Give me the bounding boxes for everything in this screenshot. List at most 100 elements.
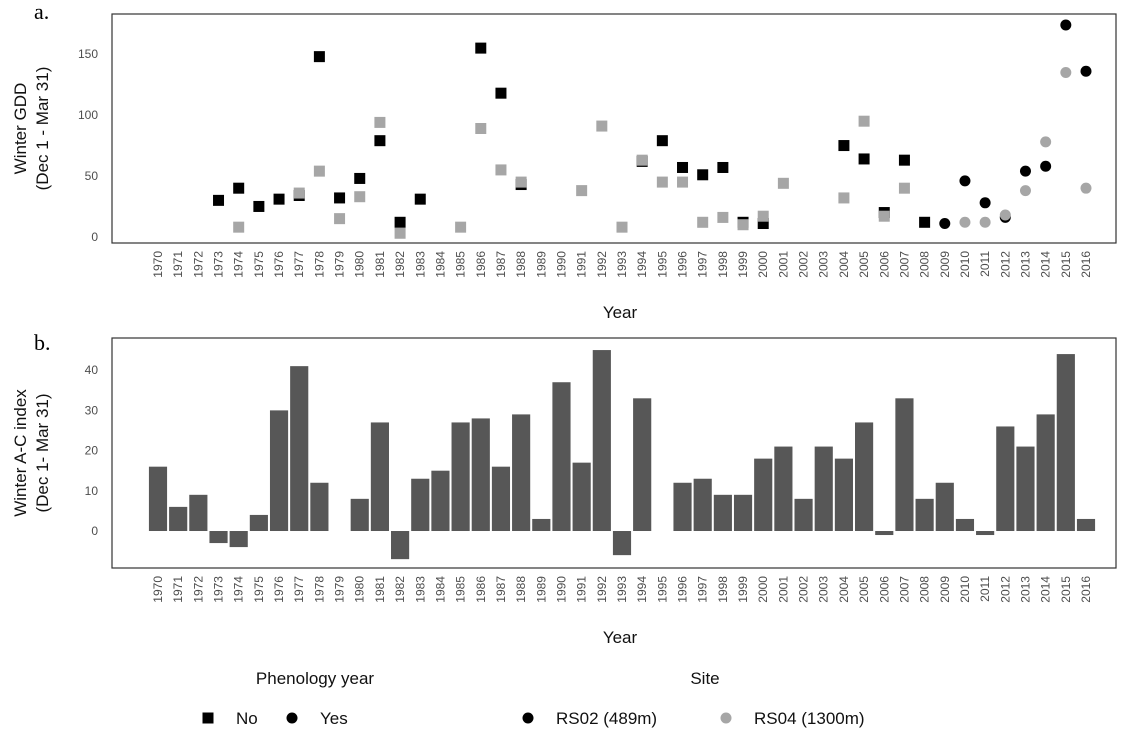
x-tick-label: 1995	[655, 251, 669, 278]
x-tick-label: 2008	[918, 251, 932, 278]
x-tick-label: 2005	[857, 576, 871, 603]
bar	[209, 531, 228, 544]
point	[475, 42, 487, 54]
x-tick-label: 2004	[837, 251, 851, 278]
point	[293, 187, 305, 199]
point	[1040, 160, 1052, 172]
point	[919, 216, 931, 228]
bar	[1056, 354, 1075, 532]
x-tick-label: 2015	[1059, 251, 1073, 278]
bar	[1036, 414, 1055, 532]
legend-label: No	[236, 709, 258, 728]
x-tick-label: 2000	[756, 251, 770, 278]
x-tick-label: 1975	[252, 576, 266, 603]
point	[636, 154, 648, 166]
bar	[693, 478, 712, 532]
point	[233, 182, 245, 194]
x-tick-label: 1982	[393, 576, 407, 603]
bar	[612, 531, 632, 556]
x-tick-label: 1992	[595, 251, 609, 278]
bar	[269, 410, 289, 532]
legend-label: RS02 (489m)	[556, 709, 657, 728]
bar	[754, 458, 773, 532]
x-tick-label: 2010	[958, 251, 972, 278]
x-tick-label: 2008	[918, 576, 932, 603]
bar	[875, 531, 894, 536]
point	[374, 116, 386, 128]
x-tick-label: 2002	[797, 251, 811, 278]
point	[1060, 19, 1072, 31]
x-tick-label: 2001	[776, 251, 790, 278]
point	[1080, 65, 1092, 77]
panel-label: a.	[34, 0, 49, 24]
x-tick-label: 2007	[897, 251, 911, 278]
point	[334, 192, 346, 204]
point	[313, 51, 325, 63]
point	[858, 153, 870, 165]
bar	[491, 466, 511, 532]
legend-swatch	[286, 712, 298, 724]
y-axis-title: (Dec 1 - Mar 31)	[33, 67, 52, 191]
x-tick-label: 1983	[413, 251, 427, 278]
x-tick-label: 1983	[413, 576, 427, 603]
y-tick-label: 20	[85, 444, 99, 458]
bar	[532, 518, 551, 532]
bar	[774, 446, 793, 532]
x-tick-label: 1990	[554, 576, 568, 603]
legend-swatch	[720, 712, 732, 724]
bar	[451, 422, 470, 532]
point	[697, 169, 709, 181]
bar	[673, 482, 692, 532]
x-tick-label: 1978	[312, 576, 326, 603]
legend-swatch	[522, 712, 534, 724]
point	[616, 221, 628, 233]
point	[596, 120, 608, 132]
x-tick-label: 1987	[494, 251, 508, 278]
x-tick-label: 1974	[232, 251, 246, 278]
x-tick-label: 2007	[897, 576, 911, 603]
panel-label: b.	[34, 330, 51, 355]
x-tick-label: 2006	[877, 251, 891, 278]
x-tick-label: 1989	[534, 251, 548, 278]
y-tick-label: 0	[91, 230, 98, 244]
x-tick-label: 1994	[635, 576, 649, 603]
point	[717, 161, 729, 173]
bar	[189, 494, 208, 532]
point	[414, 193, 426, 205]
point	[1040, 136, 1052, 148]
point	[475, 123, 487, 134]
bar	[814, 446, 833, 532]
point	[394, 227, 406, 239]
y-axis-title: Winter A-C index	[11, 389, 30, 517]
x-tick-label: 2014	[1039, 251, 1053, 278]
x-tick-label: 2003	[817, 251, 831, 278]
x-tick-label: 1985	[454, 576, 468, 603]
x-tick-label: 1997	[696, 251, 710, 278]
bar	[370, 422, 389, 532]
bar	[350, 498, 369, 532]
bar	[996, 426, 1015, 532]
plot-frame	[111, 337, 1117, 569]
x-tick-label: 1988	[514, 576, 528, 603]
point	[515, 176, 527, 188]
x-tick-label: 1981	[373, 251, 387, 278]
x-axis-title: Year	[603, 628, 638, 647]
legend-label: RS04 (1300m)	[754, 709, 865, 728]
point	[757, 210, 769, 222]
bar	[1016, 446, 1035, 532]
x-tick-label: 2005	[857, 251, 871, 278]
point	[455, 221, 467, 233]
point	[757, 218, 769, 230]
point	[878, 210, 890, 222]
point	[576, 185, 588, 197]
bar	[976, 531, 995, 536]
point	[354, 172, 366, 184]
bar	[310, 482, 329, 532]
bar	[915, 498, 934, 532]
point	[939, 218, 951, 230]
point	[959, 175, 971, 187]
point	[697, 216, 709, 228]
bar	[391, 531, 410, 560]
plot-frame	[111, 13, 1117, 244]
